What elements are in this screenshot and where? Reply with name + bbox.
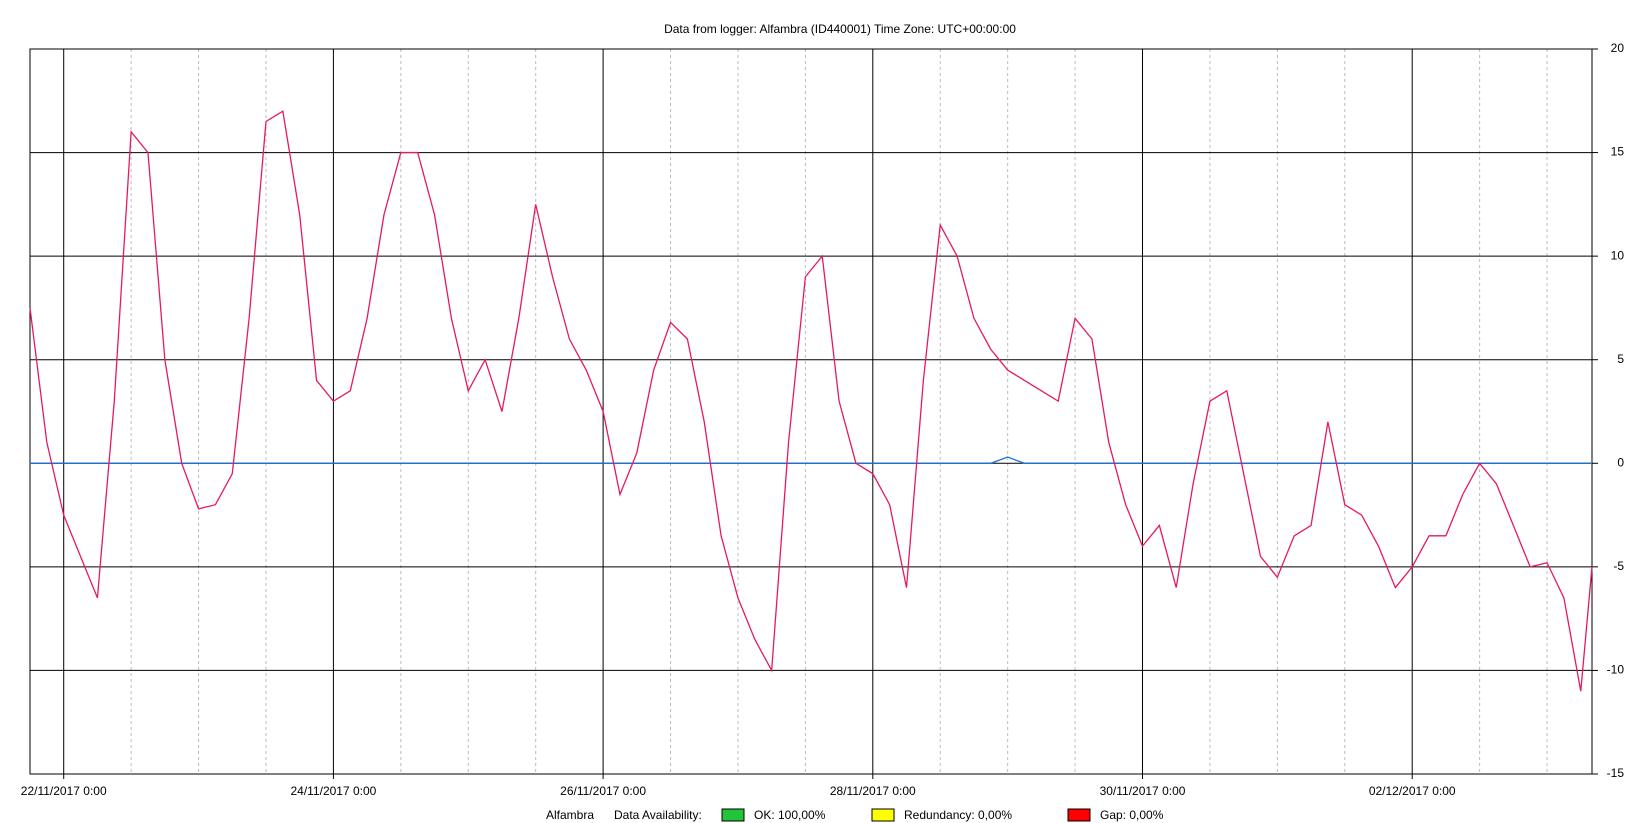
x-tick-label: 26/11/2017 0:00 xyxy=(560,784,646,798)
legend-label: Alfambra xyxy=(546,808,594,822)
chart-title: Data from logger: Alfambra (ID440001) Ti… xyxy=(664,22,1016,36)
y-tick-label: 20 xyxy=(1611,41,1625,55)
availability-label: Data Availability: xyxy=(614,808,702,822)
series-line xyxy=(30,456,1592,464)
x-tick-label: 02/12/2017 0:00 xyxy=(1369,784,1456,798)
availability-swatch xyxy=(721,808,745,822)
availability-item: Redundancy: 0,00% xyxy=(904,808,1012,822)
y-tick-label: -5 xyxy=(1613,559,1624,573)
y-tick-label: -10 xyxy=(1607,663,1625,677)
y-tick-label: -15 xyxy=(1607,766,1625,780)
series-line xyxy=(29,110,1593,692)
y-tick-label: 15 xyxy=(1611,145,1625,159)
y-tick-label: 0 xyxy=(1617,455,1624,469)
x-tick-label: 24/11/2017 0:00 xyxy=(290,784,376,798)
availability-swatch xyxy=(1067,808,1091,822)
x-tick-label: 22/11/2017 0:00 xyxy=(21,784,107,798)
y-tick-label: 10 xyxy=(1611,248,1625,262)
availability-swatch xyxy=(871,808,895,822)
plot-frame xyxy=(29,48,1593,775)
x-tick-label: 28/11/2017 0:00 xyxy=(830,784,916,798)
x-tick-label: 30/11/2017 0:00 xyxy=(1100,784,1186,798)
availability-item: OK: 100,00% xyxy=(754,808,826,822)
y-tick-label: 5 xyxy=(1617,352,1624,366)
availability-item: Gap: 0,00% xyxy=(1100,808,1164,822)
